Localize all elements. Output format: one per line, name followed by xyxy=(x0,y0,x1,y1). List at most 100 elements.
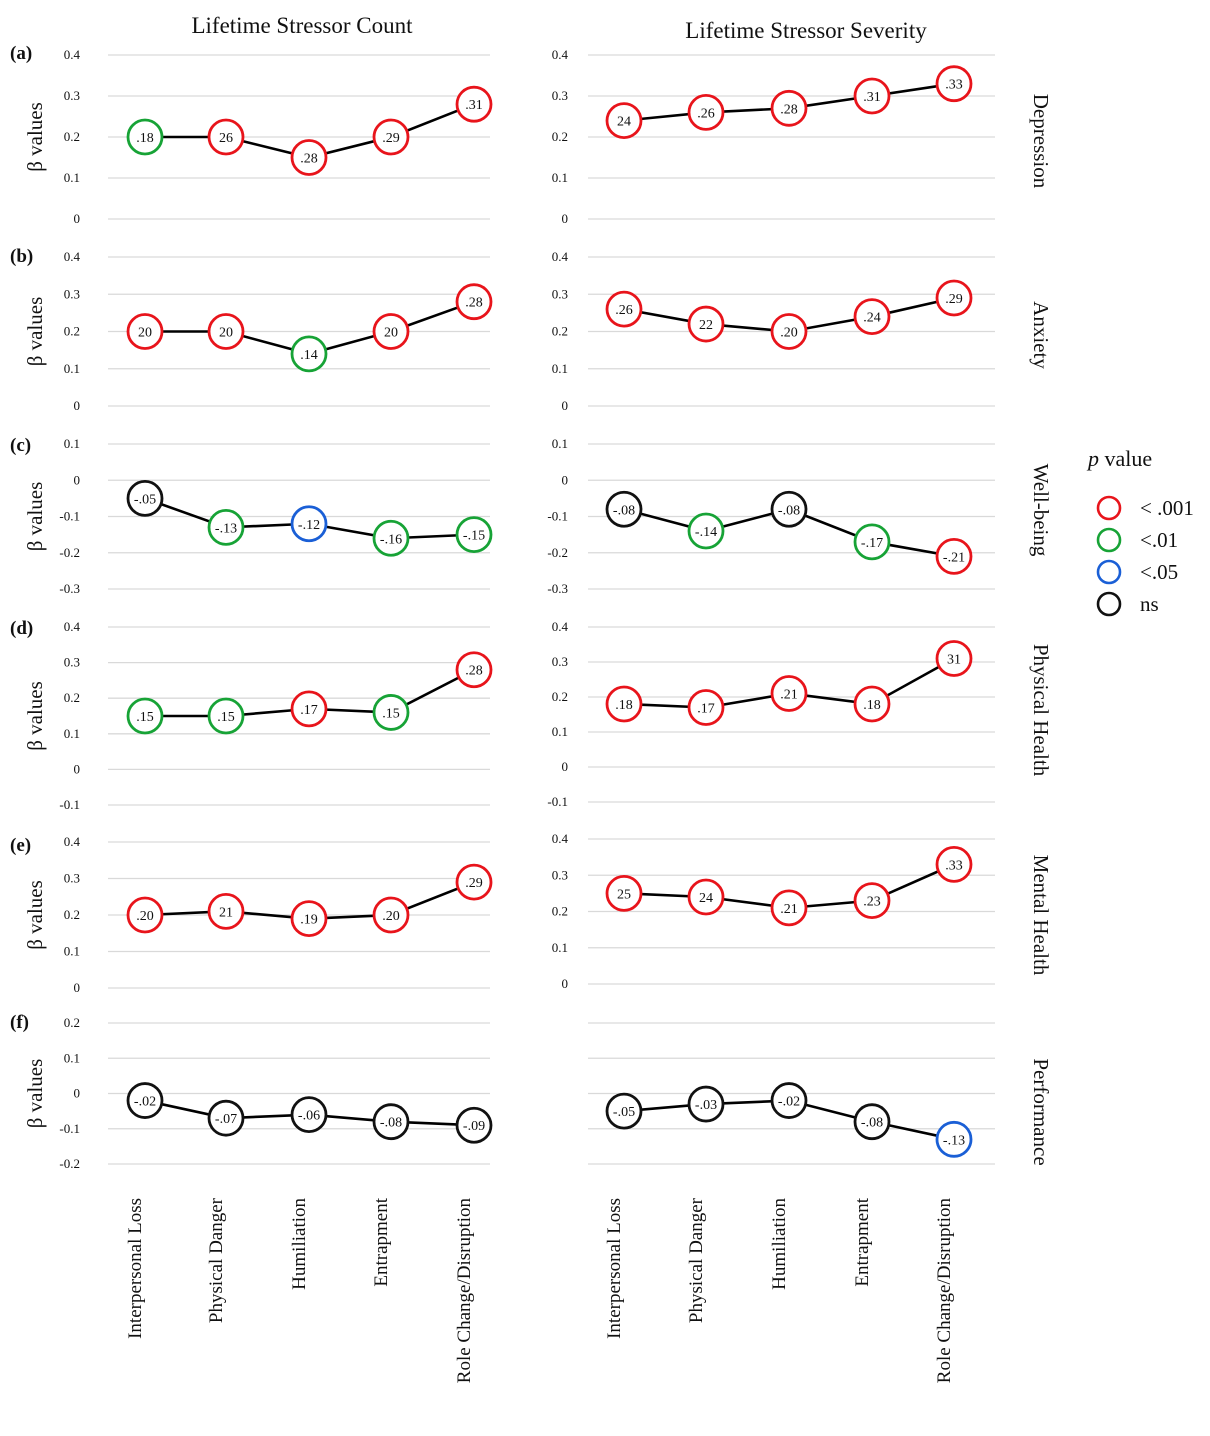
data-point xyxy=(290,139,328,176)
category-label: Role Change/Disruption xyxy=(454,1198,475,1384)
y-tick-label: 0.2 xyxy=(64,1015,80,1030)
data-point xyxy=(687,94,725,131)
y-tick-label: 0.4 xyxy=(64,249,81,264)
data-label: .21 xyxy=(780,902,798,917)
panel-letter: (e) xyxy=(10,835,31,856)
legend-marker xyxy=(1096,495,1122,521)
outcome-label: Performance xyxy=(1029,1058,1053,1165)
y-tick-label: -0.3 xyxy=(547,581,568,596)
legend-label: ns xyxy=(1140,592,1159,616)
data-point xyxy=(372,313,410,350)
outcome-label: Depression xyxy=(1029,94,1053,189)
data-point xyxy=(770,1082,808,1119)
data-point xyxy=(290,1096,328,1134)
data-label: .18 xyxy=(615,698,633,713)
panel-letter: (d) xyxy=(10,618,33,639)
y-tick-label: 0.2 xyxy=(552,689,568,704)
y-tick-label: 0.2 xyxy=(64,129,80,144)
y-tick-label: 0.3 xyxy=(64,655,80,670)
data-point xyxy=(687,878,725,916)
data-point xyxy=(853,523,891,561)
data-point xyxy=(853,1103,891,1141)
data-point xyxy=(372,694,410,731)
data-label: -.08 xyxy=(613,503,635,518)
y-tick-label: 0.1 xyxy=(64,944,80,959)
data-label: -.02 xyxy=(134,1095,156,1110)
y-tick-label: -0.1 xyxy=(59,1121,80,1136)
data-label: .17 xyxy=(300,703,318,718)
data-point xyxy=(935,65,973,103)
category-label: Physical Danger xyxy=(206,1197,227,1323)
y-axis-label: β values xyxy=(23,880,47,950)
y-tick-label: 0.1 xyxy=(552,724,568,739)
data-label: -.13 xyxy=(215,521,237,536)
outcome-label: Well-being xyxy=(1029,464,1053,557)
data-point xyxy=(126,118,164,156)
panel-3-0: -0.1 0 0.1 0.2 0.3 0.4 .15 .15 .17 .15 .28 (d) β val… xyxy=(10,618,493,812)
y-tick-label: 0.1 xyxy=(64,1050,80,1065)
panel-letter: (c) xyxy=(10,435,31,456)
category-label: Entrapment xyxy=(852,1197,873,1286)
data-label: .26 xyxy=(615,303,633,318)
panels: 00.10.20.30.4.18 26.28.29.31(a)β values00… xyxy=(10,43,1053,1171)
y-axis-label: β values xyxy=(23,1059,47,1129)
outcome-label: Physical Health xyxy=(1029,644,1053,777)
outcome-label: Mental Health xyxy=(1029,855,1053,976)
data-label: .26 xyxy=(697,106,715,121)
column-title-severity: Lifetime Stressor Severity xyxy=(685,18,927,43)
y-tick-label: 0.4 xyxy=(552,619,569,634)
y-tick-label: 0 xyxy=(74,472,81,487)
data-label: 24 xyxy=(617,115,631,130)
data-point xyxy=(455,651,493,689)
data-label: -.07 xyxy=(215,1112,237,1127)
column-title-count: Lifetime Stressor Count xyxy=(191,13,413,38)
panel-1-0: 0 0.1 0.2 0.3 0.4 20 20 .14 20 .28 (b) β values xyxy=(10,246,493,413)
data-point xyxy=(770,675,808,712)
y-tick-label: -0.1 xyxy=(59,509,80,524)
y-tick-label: 0.1 xyxy=(64,436,80,451)
data-label: .28 xyxy=(465,296,483,311)
y-tick-label: 0.2 xyxy=(552,324,568,339)
data-point xyxy=(126,479,164,517)
data-point xyxy=(605,290,643,328)
data-label: 24 xyxy=(699,891,713,906)
data-label: .18 xyxy=(863,698,881,713)
data-point xyxy=(605,874,643,912)
data-label: .29 xyxy=(945,292,963,307)
data-label: -.05 xyxy=(134,492,156,507)
y-axis-label: β values xyxy=(23,681,47,751)
y-tick-label: 0.4 xyxy=(64,47,81,62)
panel-1-1: 0 0.1 0.2 0.3 0.4 .26 22 .20 .24 .29 Anxiety xyxy=(552,249,1053,413)
data-label: 26 xyxy=(219,131,233,146)
data-point xyxy=(935,279,973,317)
data-label: -.03 xyxy=(695,1098,717,1113)
panel-3-1: -0.1 0 0.1 0.2 0.3 0.4 .18 .17 .21 .18 31 Physical … xyxy=(547,619,1053,809)
panel-2-1: -0.3 -0.2 -0.1 0 0.1 -.08 -.14 -.08 -.17 -.21 Well… xyxy=(547,436,1053,596)
y-tick-label: -0.1 xyxy=(547,509,568,524)
data-label: .20 xyxy=(382,909,400,924)
data-point xyxy=(770,313,808,350)
y-tick-label: 0.1 xyxy=(552,940,568,955)
data-point xyxy=(605,102,643,139)
y-tick-label: 0.4 xyxy=(552,47,569,62)
data-label: .28 xyxy=(300,152,318,167)
y-tick-label: 0.1 xyxy=(552,436,568,451)
data-label: .23 xyxy=(863,895,881,910)
data-label: -.15 xyxy=(463,529,485,544)
y-axis-label: β values xyxy=(23,482,47,552)
legend-marker xyxy=(1096,591,1122,617)
data-label: 20 xyxy=(138,326,152,341)
data-label: -.09 xyxy=(463,1119,485,1134)
panel-5-1: -.05 -.03 -.02 -.08 -.13 Performance xyxy=(588,1022,1053,1166)
data-label: .14 xyxy=(300,348,318,363)
y-tick-label: 0 xyxy=(562,759,569,774)
category-label: Entrapment xyxy=(371,1197,392,1286)
y-tick-label: 0 xyxy=(562,976,569,991)
data-label: -.08 xyxy=(861,1116,883,1131)
data-point xyxy=(207,508,245,546)
legend-label: < .001 xyxy=(1140,496,1194,520)
data-label: 20 xyxy=(384,326,398,341)
data-label: -.16 xyxy=(380,532,402,547)
legend-label: <.05 xyxy=(1140,560,1178,584)
category-label: Humiliation xyxy=(769,1198,790,1290)
